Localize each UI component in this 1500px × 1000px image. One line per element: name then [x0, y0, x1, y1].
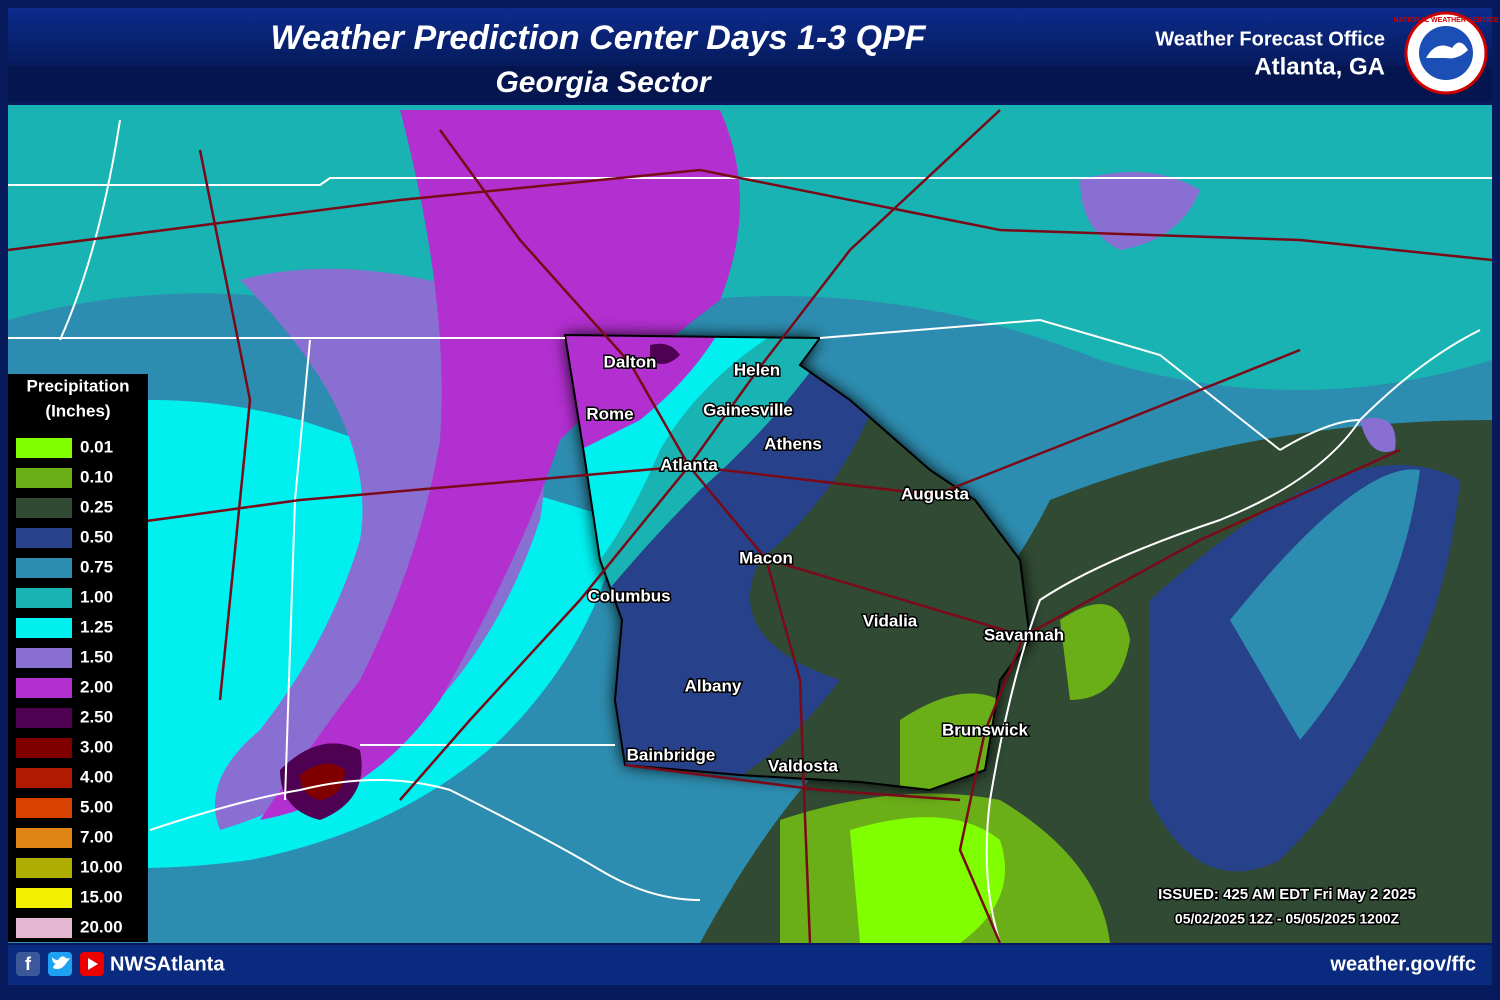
city-label: Athens [764, 434, 822, 453]
city-labels: Dalton Helen Rome Gainesville Athens Atl… [585, 351, 1066, 777]
city-label: Augusta [901, 484, 970, 503]
legend-label: 1.50 [80, 647, 113, 666]
legend-swatch [16, 588, 72, 608]
georgia-border [563, 333, 1032, 792]
city-label: Savannah [984, 625, 1064, 644]
precip-area [1060, 604, 1130, 700]
legend-label: 1.00 [80, 587, 113, 606]
legend-swatch [16, 528, 72, 548]
legend-label: 2.50 [80, 707, 113, 726]
valid-period: 05/02/2025 12Z - 05/05/2025 1200Z [1175, 911, 1400, 927]
logo-text: NATIONAL WEATHER SERVICE [1394, 17, 1499, 24]
footer-bar [8, 945, 1492, 985]
subheader-bar [8, 66, 1492, 102]
city-label: Columbus [587, 586, 670, 605]
city-label: Vidalia [863, 611, 918, 630]
city-label: Brunswick [942, 720, 1029, 739]
legend-swatch [16, 858, 72, 878]
legend-swatch [16, 798, 72, 818]
city-label: Macon [739, 548, 793, 567]
office-location: Atlanta, GA [1254, 53, 1385, 80]
city-label: Helen [734, 360, 780, 379]
legend-swatch [16, 708, 72, 728]
social-handle[interactable]: NWSAtlanta [110, 953, 225, 975]
office-name: Weather Forecast Office [1155, 28, 1385, 50]
legend-label: 5.00 [80, 797, 113, 816]
legend-swatch [16, 648, 72, 668]
legend-swatch [16, 678, 72, 698]
legend-swatch [16, 768, 72, 788]
legend-label: 3.00 [80, 737, 113, 756]
svg-text:f: f [25, 954, 32, 974]
legend-swatch [16, 828, 72, 848]
legend-label: 7.00 [80, 827, 113, 846]
issued-time: ISSUED: 425 AM EDT Fri May 2 2025 [1158, 886, 1416, 903]
precip-area [1080, 172, 1200, 250]
city-label: Valdosta [768, 756, 838, 775]
legend-swatch [16, 618, 72, 638]
legend-label: 0.75 [80, 557, 113, 576]
highways [8, 109, 1492, 943]
social-icons: f [16, 952, 104, 976]
header-bar [8, 8, 1492, 66]
legend-label: 15.00 [80, 887, 123, 906]
subtitle: Georgia Sector [495, 66, 712, 99]
legend-label: 0.10 [80, 467, 113, 486]
legend-label: 0.50 [80, 527, 113, 546]
precip-area [260, 110, 740, 820]
legend-swatch [16, 438, 72, 458]
legend-label: 4.00 [80, 767, 113, 786]
city-label: Albany [685, 676, 742, 695]
precip-area [850, 817, 1005, 943]
precip-area [300, 763, 345, 800]
legend-swatch [16, 918, 72, 938]
legend: Precipitation (Inches) 0.01 0.10 0.25 0.50 0… [8, 374, 148, 942]
legend-swatch [16, 558, 72, 578]
website-url[interactable]: weather.gov/ffc [1329, 953, 1476, 975]
legend-swatch [16, 498, 72, 518]
legend-title: Precipitation [27, 376, 130, 395]
legend-swatch [16, 468, 72, 488]
legend-label: 10.00 [80, 857, 123, 876]
legend-label: 1.25 [80, 617, 113, 636]
nws-logo: NATIONAL WEATHER SERVICE [1394, 11, 1499, 95]
facebook-icon[interactable] [16, 952, 40, 976]
legend-label: 0.25 [80, 497, 113, 516]
legend-title: (Inches) [45, 401, 110, 420]
precip-area [1230, 469, 1420, 740]
legend-swatch [16, 738, 72, 758]
legend-swatch [16, 888, 72, 908]
legend-label: 2.00 [80, 677, 113, 696]
city-label: Atlanta [660, 455, 718, 474]
legend-label: 20.00 [80, 917, 123, 936]
city-label: Bainbridge [627, 745, 716, 764]
precip-area [1360, 418, 1396, 452]
legend-label: 0.01 [80, 437, 113, 456]
city-label: Gainesville [703, 400, 793, 419]
map [8, 105, 1492, 943]
title: Weather Prediction Center Days 1-3 QPF [270, 19, 926, 57]
city-label: Rome [586, 404, 633, 423]
city-label: Dalton [604, 352, 657, 371]
